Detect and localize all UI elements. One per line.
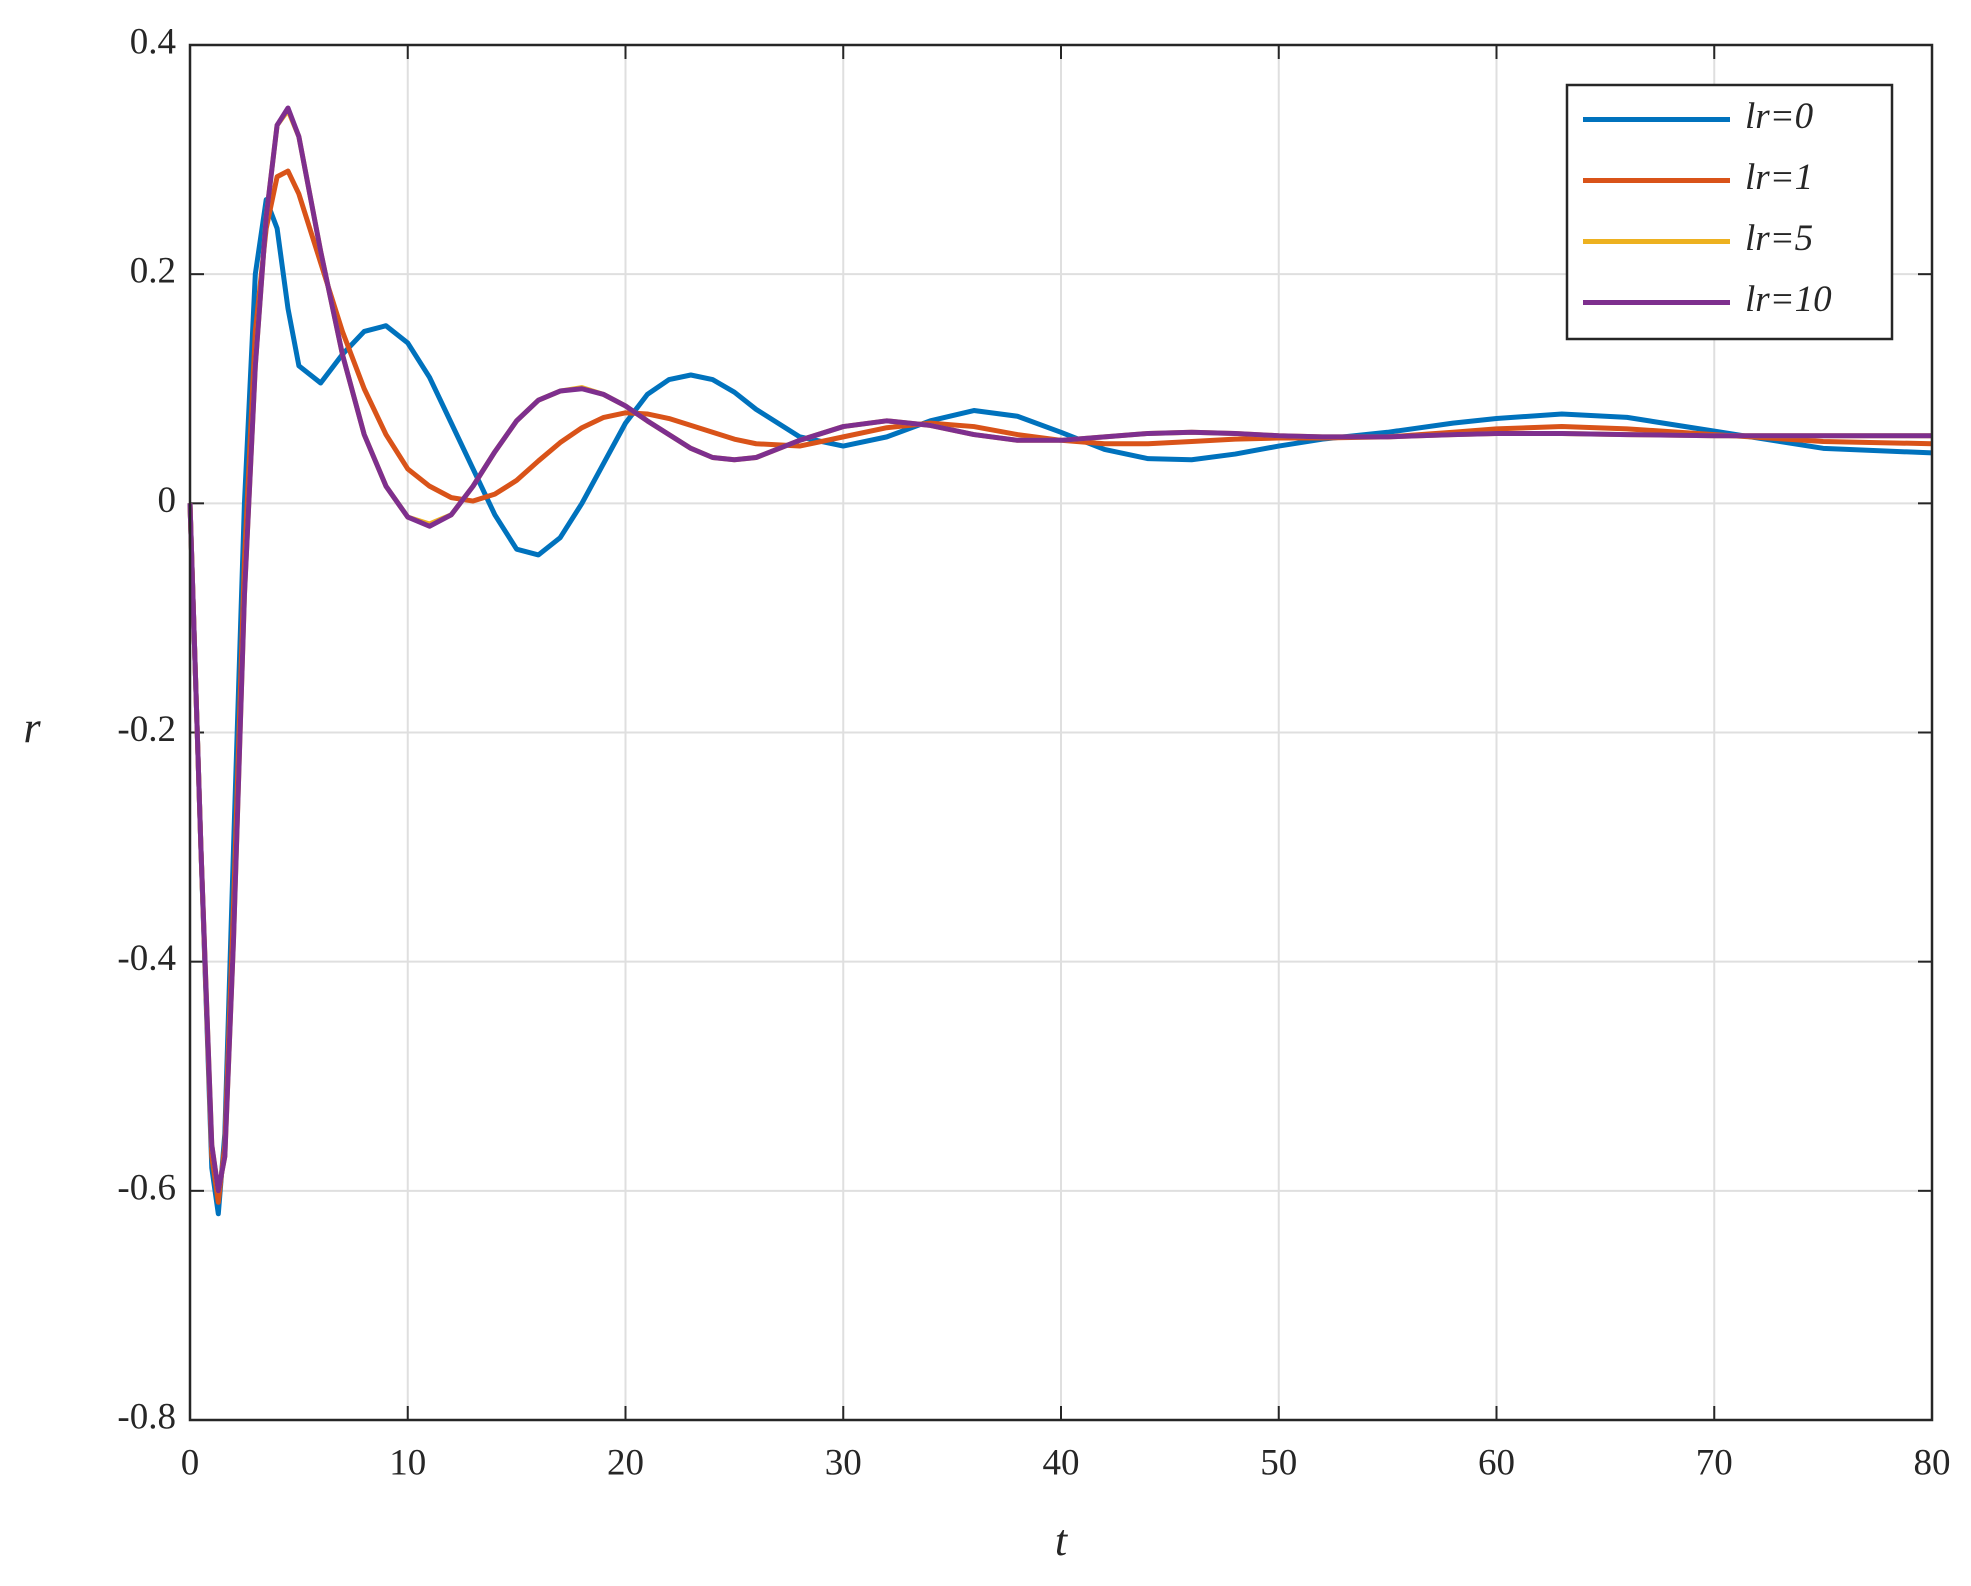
y-axis-label: r [23, 703, 41, 752]
x-tick-label: 20 [607, 1442, 644, 1483]
legend-label: lr=1 [1745, 157, 1813, 198]
legend-box [1565, 83, 1894, 341]
legend-label: lr=0 [1745, 96, 1814, 137]
legend-label: lr=10 [1745, 279, 1832, 320]
x-tick-label: 30 [825, 1442, 862, 1483]
x-tick-label: 80 [1914, 1442, 1951, 1483]
x-tick-label: 10 [389, 1442, 426, 1483]
x-tick-label: 0 [181, 1442, 200, 1483]
legend-label: lr=5 [1745, 218, 1813, 259]
x-axis-label: t [1055, 1516, 1069, 1565]
y-tick-label: 0 [158, 480, 177, 521]
y-tick-label: 0.2 [130, 251, 176, 292]
x-tick-label: 60 [1478, 1442, 1515, 1483]
y-tick-label: -0.2 [117, 709, 176, 750]
y-tick-label: -0.8 [117, 1396, 176, 1437]
y-tick-label: -0.4 [117, 938, 176, 979]
x-tick-label: 70 [1696, 1442, 1733, 1483]
x-tick-label: 50 [1260, 1442, 1297, 1483]
y-tick-label: -0.6 [117, 1167, 176, 1208]
x-tick-label: 40 [1043, 1442, 1080, 1483]
data-line [187, 197, 1933, 1217]
y-tick-label: 0.4 [130, 21, 176, 62]
axes-box [188, 43, 1934, 1422]
data-line [187, 105, 1932, 1194]
